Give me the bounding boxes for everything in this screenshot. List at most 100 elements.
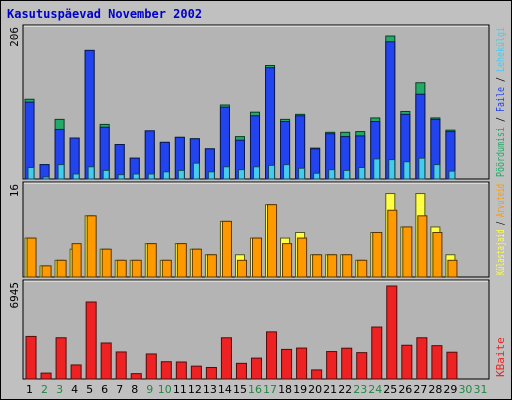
panel-visits-legend-item-2: Arvuteid: [494, 184, 507, 217]
day-label-28: 28: [428, 383, 442, 396]
visits-bar-12: [191, 248, 202, 278]
panel-hits-legend-item-1: /: [494, 112, 507, 127]
pages-bar-9: [147, 173, 155, 180]
day-label-14: 14: [218, 383, 232, 396]
kbytes-bar-7: [115, 351, 127, 380]
pages-bar-11: [177, 169, 185, 180]
kbytes-bar-19: [296, 347, 308, 380]
day-label-25: 25: [383, 383, 397, 396]
visits-bar-4: [71, 243, 82, 278]
pages-bar-6: [102, 169, 110, 180]
day-label-12: 12: [188, 383, 202, 396]
kbytes-bar-1: [25, 335, 37, 380]
day-label-10: 10: [158, 383, 172, 396]
panel-hits-legend-item-0: Pöördumisi: [494, 127, 507, 177]
pages-bar-12: [192, 162, 200, 180]
kbytes-bar-20: [311, 369, 323, 380]
day-label-17: 17: [263, 383, 277, 396]
files-bar-7: [114, 144, 125, 180]
visits-bar-23: [357, 259, 368, 278]
kbytes-bar-14: [220, 337, 232, 380]
panel-visits-legend-item-1: /: [494, 217, 507, 229]
panel-visits-legend-item-0: Külastajaid: [494, 230, 507, 276]
pages-bar-28: [433, 164, 441, 180]
pages-bar-17: [268, 164, 276, 180]
kbytes-bar-27: [416, 337, 428, 380]
day-label-7: 7: [116, 383, 123, 396]
kbytes-bar-18: [281, 348, 293, 380]
chart-title: Kasutuspäevad November 2002: [7, 7, 202, 21]
files-bar-4: [69, 137, 80, 180]
panel-hits-legend-item-2: Faile: [494, 87, 507, 112]
visits-bar-29: [447, 259, 458, 278]
pages-bar-27: [418, 157, 426, 180]
visits-bar-20: [312, 254, 323, 278]
visits-bar-8: [131, 259, 142, 278]
kbytes-bar-8: [130, 373, 142, 380]
pages-bar-4: [72, 173, 80, 180]
kbytes-bar-21: [326, 351, 338, 380]
visits-bar-13: [206, 254, 217, 278]
pages-bar-21: [328, 169, 336, 180]
visits-bar-16: [251, 237, 263, 278]
kbytes-bar-22: [341, 347, 353, 380]
day-label-15: 15: [233, 383, 247, 396]
panel-hits-legend: Pöördumisi / Faile / Lehekülgi: [494, 27, 507, 177]
kbytes-bar-12: [190, 365, 202, 380]
visits-bar-27: [417, 215, 428, 278]
visits-bar-3: [56, 259, 67, 278]
day-label-23: 23: [353, 383, 367, 396]
visits-bar-21: [327, 254, 338, 278]
files-bar-5: [84, 49, 95, 180]
kbytes-bar-9: [145, 353, 157, 380]
visits-bar-24: [372, 232, 383, 278]
pages-bar-22: [343, 169, 351, 180]
pages-bar-15: [237, 169, 245, 180]
visits-bar-17: [267, 204, 278, 278]
day-label-6: 6: [101, 383, 108, 396]
day-label-13: 13: [203, 383, 217, 396]
panel-kbytes-legend-item-0: KBaite: [494, 337, 507, 377]
day-label-27: 27: [413, 383, 427, 396]
kbytes-bar-16: [250, 357, 263, 380]
panel-kbytes-legend: KBaite: [494, 337, 507, 377]
day-label-18: 18: [278, 383, 292, 396]
visits-bar-10: [161, 259, 172, 278]
visits-bar-5: [86, 215, 97, 278]
pages-bar-16: [252, 166, 261, 180]
kbytes-bar-2: [40, 372, 52, 380]
kbytes-bar-11: [175, 361, 187, 380]
visits-bar-6: [101, 248, 112, 278]
files-bar-17: [265, 67, 276, 180]
pages-bar-29: [448, 170, 456, 180]
kbytes-bar-6: [100, 342, 112, 380]
day-label-31: 31: [473, 383, 487, 396]
pages-bar-5: [87, 166, 95, 180]
kbytes-bar-25: [386, 285, 398, 380]
visits-bar-15: [236, 259, 247, 278]
day-label-30: 30: [458, 383, 472, 396]
kbytes-bar-28: [431, 345, 443, 380]
pages-bar-23: [358, 167, 366, 180]
day-label-9: 9: [146, 383, 153, 396]
pages-bar-26: [403, 161, 411, 180]
pages-bar-18: [283, 164, 291, 180]
kbytes-bar-26: [401, 344, 413, 380]
visits-bar-9: [146, 243, 157, 278]
visits-bar-22: [342, 254, 353, 278]
visits-bar-19: [297, 237, 308, 278]
kbytes-bar-10: [160, 361, 172, 380]
pages-bar-13: [207, 171, 215, 180]
panel-hits-ymax-label: 206: [8, 27, 21, 47]
day-label-26: 26: [398, 383, 412, 396]
panel-hits-legend-item-4: Lehekülgi: [494, 27, 507, 72]
panel-visits-ymax-label: 16: [8, 184, 21, 197]
pages-bar-20: [313, 172, 321, 180]
kbytes-bar-3: [55, 337, 67, 380]
pages-bar-10: [162, 171, 170, 180]
visits-bar-7: [116, 259, 127, 278]
day-label-21: 21: [323, 383, 337, 396]
day-label-8: 8: [131, 383, 138, 396]
day-label-4: 4: [71, 383, 78, 396]
